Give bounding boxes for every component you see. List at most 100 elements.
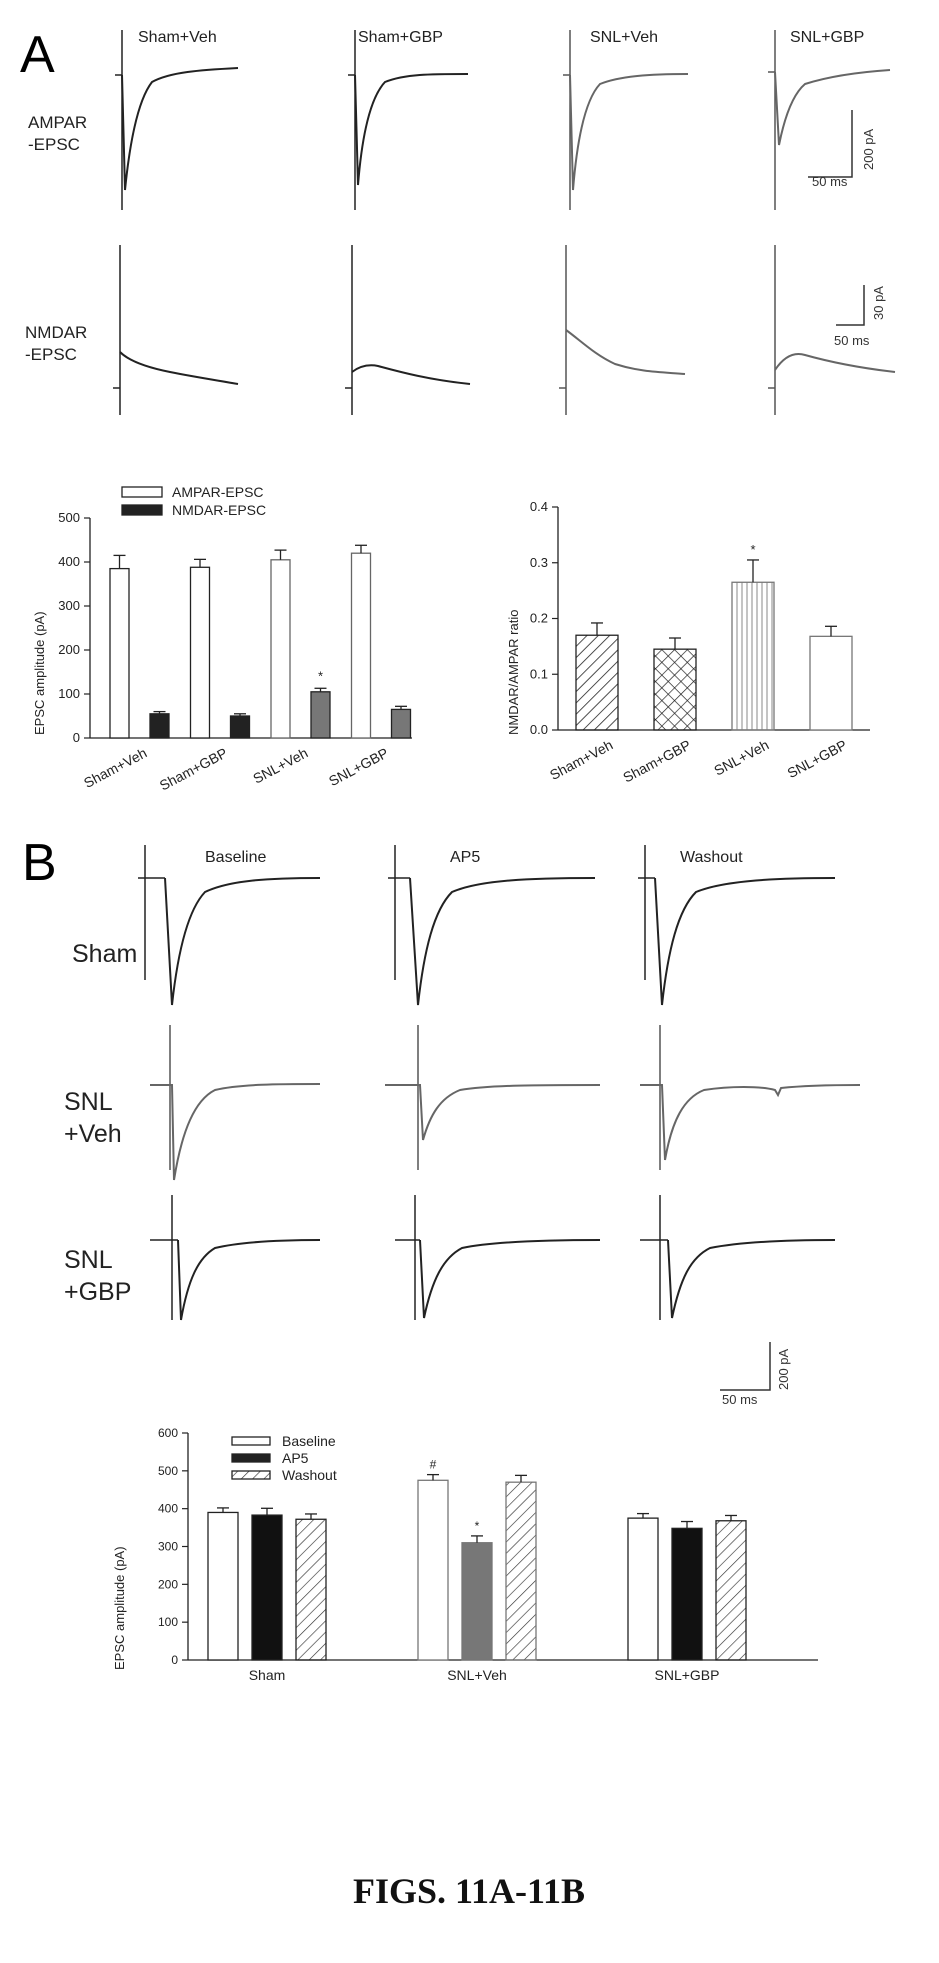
a-trace-label-sham-gbp: Sham+GBP xyxy=(358,29,443,46)
b-legend-swatch-ap5 xyxy=(231,1453,271,1463)
a1-legend-swatch-nmdar xyxy=(121,504,163,516)
b-trace-sham-baseline xyxy=(138,845,321,1006)
b-legend-swatch-baseline xyxy=(231,1436,271,1446)
a-ampar-scale-bar: 50 ms 200 pA xyxy=(808,110,876,189)
a-nmdar-trace-sham-veh xyxy=(113,245,239,415)
a-ampar-trace-sham-gbp xyxy=(348,30,469,210)
a2-y-tick-label: 0.0 xyxy=(530,722,548,737)
a-nmdar-trace-snl-gbp xyxy=(768,245,896,415)
b-y-tick-label: 200 xyxy=(158,1577,178,1591)
a2-y-axis-title: NMDAR/AMPAR ratio xyxy=(506,610,521,735)
b-bar-washout-sham xyxy=(295,1518,327,1661)
a1-legend-label-nmdar: NMDAR-EPSC xyxy=(172,502,266,518)
a-ampar-trace-snl-veh xyxy=(563,30,689,210)
a1-y-tick-label: 200 xyxy=(58,642,80,657)
b-annotation-hash: # xyxy=(430,1458,437,1472)
a1-x-tick-label-snl-gbp: SNL+GBP xyxy=(326,745,391,790)
a-row-label-ampar-1: AMPAR xyxy=(28,113,87,132)
a2-bar-sham-veh xyxy=(575,634,619,731)
a2-y-tick-label: 0.4 xyxy=(530,499,548,514)
b-scale-amp: 200 pA xyxy=(776,1348,791,1390)
a-amplitude-chart: AMPAR-EPSC NMDAR-EPSC EPSC amplitude (pA… xyxy=(32,484,412,794)
b-trace-snl-veh-ap5 xyxy=(385,1025,601,1170)
panel-b-letter: B xyxy=(22,834,57,892)
a1-y-tick-label: 100 xyxy=(58,686,80,701)
a-ratio-chart: NMDAR/AMPAR ratio 0.0 0.1 0.2 0.3 0.4 Sham+Ve… xyxy=(506,499,870,786)
a-nmdar-trace-snl-veh xyxy=(559,245,686,415)
b-x-tick-label-snl-veh: SNL+Veh xyxy=(447,1667,507,1683)
b-annotation-star: * xyxy=(475,1519,480,1533)
a1-x-tick-label-sham-gbp: Sham+GBP xyxy=(157,745,230,794)
b-trace-sham-washout xyxy=(638,845,836,1006)
b-row-label-snl-veh-1: SNL xyxy=(64,1088,113,1116)
b-trace-snl-gbp-ap5 xyxy=(395,1195,601,1320)
a2-bar-snl-gbp xyxy=(809,635,853,731)
a1-x-tick-label-snl-veh: SNL+Veh xyxy=(250,745,310,787)
a-row-label-ampar-2: -EPSC xyxy=(28,135,80,154)
b-y-tick-label: 100 xyxy=(158,1615,178,1629)
a-ampar-trace-sham-veh xyxy=(115,30,239,210)
a-trace-label-snl-veh: SNL+Veh xyxy=(590,29,658,46)
a1-y-tick-label: 500 xyxy=(58,510,80,525)
a2-x-tick-label-sham-gbp: Sham+GBP xyxy=(620,737,693,786)
b-x-tick-label-sham: Sham xyxy=(249,1667,286,1683)
a2-bar-sham-gbp xyxy=(653,648,697,731)
a1-bar-ampar-epsc-sham-gbp xyxy=(189,566,211,739)
b-trace-snl-gbp-washout xyxy=(640,1195,836,1320)
a-ampar-scale-time: 50 ms xyxy=(812,174,848,189)
a2-y-tick-label: 0.1 xyxy=(530,666,548,681)
b-bar-ap5-snl-veh xyxy=(461,1542,493,1661)
a1-y-tick-label: 300 xyxy=(58,598,80,613)
b-trace-snl-veh-washout xyxy=(640,1025,861,1170)
a1-legend-swatch-ampar xyxy=(121,486,163,498)
a2-annotation-star: * xyxy=(750,542,755,557)
b-amplitude-chart: Baseline AP5 Washout EPSC amplitude (pA)… xyxy=(112,1426,818,1683)
a1-bar-nmdar-epsc-sham-veh xyxy=(149,713,170,739)
b-legend-label-baseline: Baseline xyxy=(282,1433,336,1449)
b-legend-swatch-washout xyxy=(231,1470,271,1480)
b-y-tick-label: 300 xyxy=(158,1540,178,1554)
b-trace-snl-gbp-baseline xyxy=(150,1195,321,1321)
b-col-label-baseline: Baseline xyxy=(205,849,266,866)
a-nmdar-scale-time: 50 ms xyxy=(834,333,870,348)
a-row-label-nmdar-2: -EPSC xyxy=(25,345,77,364)
panel-a-letter: A xyxy=(20,26,55,84)
b-bar-baseline-snl-gbp xyxy=(627,1517,659,1661)
a-nmdar-scale-amp: 30 pA xyxy=(871,286,886,320)
b-y-axis-title: EPSC amplitude (pA) xyxy=(112,1546,127,1670)
b-col-label-washout: Washout xyxy=(680,849,743,866)
b-row-label-snl-veh-2: +Veh xyxy=(64,1120,122,1148)
figure-caption: FIGS. 11A-11B xyxy=(353,1871,585,1911)
a2-y-tick-label: 0.2 xyxy=(530,611,548,626)
b-bar-ap5-snl-gbp xyxy=(671,1527,703,1661)
a-trace-label-snl-gbp: SNL+GBP xyxy=(790,29,864,46)
b-row-label-snl-gbp-1: SNL xyxy=(64,1246,113,1274)
a1-y-axis-title: EPSC amplitude (pA) xyxy=(32,611,47,735)
a1-annotation-star: * xyxy=(318,668,323,683)
b-legend-label-ap5: AP5 xyxy=(282,1450,309,1466)
a1-bar-ampar-epsc-snl-veh xyxy=(270,559,291,739)
a1-bar-nmdar-epsc-snl-veh xyxy=(310,691,331,739)
a1-y-tick-label: 0 xyxy=(73,730,80,745)
b-y-tick-label: 500 xyxy=(158,1464,178,1478)
a2-x-tick-label-sham-veh: Sham+Veh xyxy=(547,737,615,783)
a-nmdar-scale-bar: 50 ms 30 pA xyxy=(834,285,886,348)
a-trace-label-sham-veh: Sham+Veh xyxy=(138,29,217,46)
a1-bar-nmdar-epsc-snl-gbp xyxy=(390,708,412,739)
b-trace-sham-ap5 xyxy=(388,845,596,1006)
b-scale-bar: 50 ms 200 pA xyxy=(720,1342,791,1407)
a1-bar-nmdar-epsc-sham-gbp xyxy=(229,715,251,739)
a2-bar-snl-veh xyxy=(731,581,775,731)
b-row-label-sham: Sham xyxy=(72,940,137,968)
b-col-label-ap5: AP5 xyxy=(450,849,480,866)
a1-x-tick-label-sham-veh: Sham+Veh xyxy=(81,745,149,791)
a2-y-tick-label: 0.3 xyxy=(530,555,548,570)
a2-x-tick-label-snl-gbp: SNL+GBP xyxy=(785,737,850,782)
a-nmdar-trace-sham-gbp xyxy=(345,245,471,415)
a-ampar-trace-snl-gbp xyxy=(768,30,891,210)
b-y-tick-label: 0 xyxy=(171,1653,178,1667)
b-row-label-snl-gbp-2: +GBP xyxy=(64,1278,131,1306)
b-bar-washout-snl-gbp xyxy=(715,1520,747,1661)
b-x-tick-label-snl-gbp: SNL+GBP xyxy=(655,1667,720,1683)
